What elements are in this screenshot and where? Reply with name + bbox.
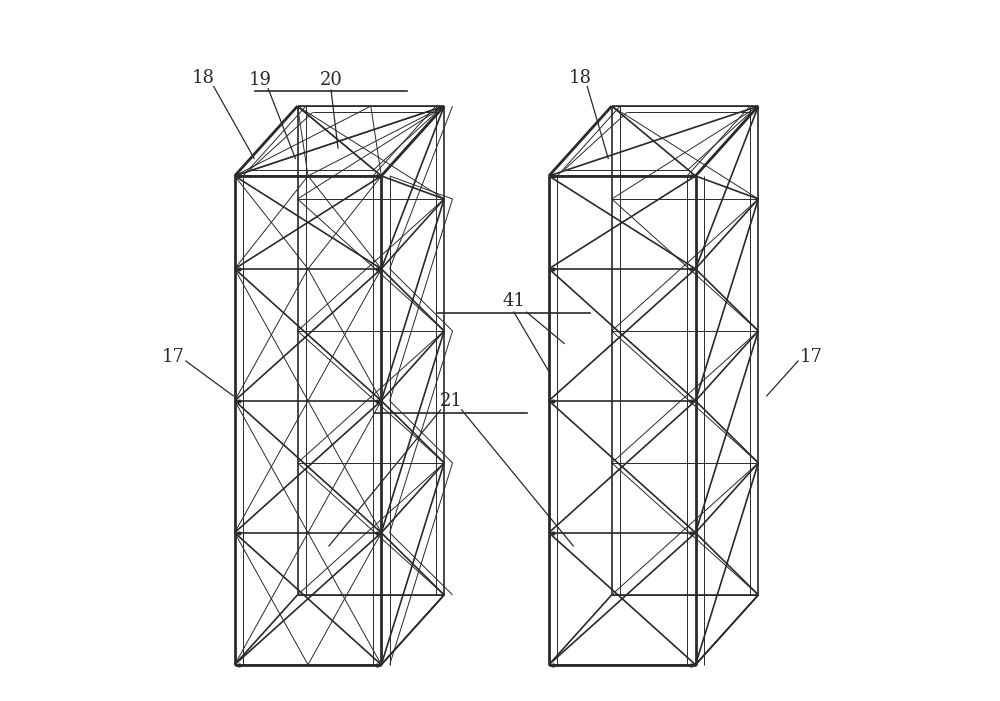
Text: 17: 17 <box>799 348 822 366</box>
Text: 18: 18 <box>569 69 592 86</box>
Text: 17: 17 <box>162 348 185 366</box>
Text: 19: 19 <box>249 71 272 88</box>
Text: 41: 41 <box>503 292 525 310</box>
Text: 20: 20 <box>320 71 342 88</box>
Text: 18: 18 <box>192 69 215 86</box>
Text: 21: 21 <box>440 392 463 410</box>
